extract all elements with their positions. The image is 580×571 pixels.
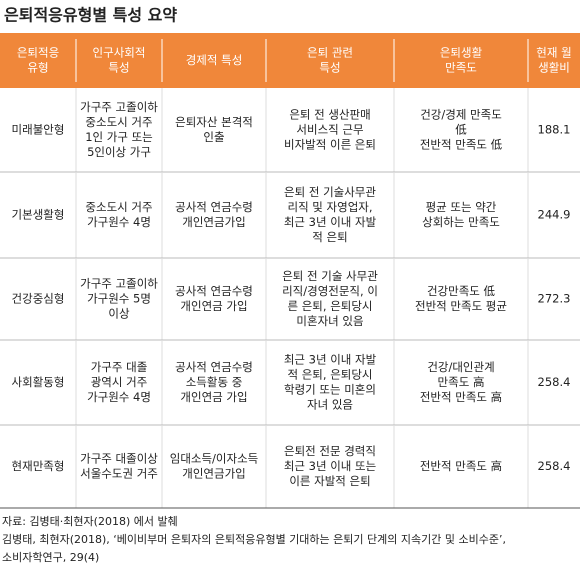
cell-text: 적 은퇴, 은퇴당시 — [287, 368, 372, 382]
cell-text: 건강/경제 만족도 — [420, 108, 502, 122]
cell-text: 개인연금 가입 — [180, 299, 247, 313]
cell-text: 258.4 — [538, 375, 571, 389]
cell-text: 임대소득/이자소득 — [170, 452, 259, 466]
cell-text: 공사적 연금수령 — [175, 360, 253, 374]
cell-text: 개인연금 가입 — [180, 390, 247, 404]
cell-text: 188.1 — [538, 123, 571, 137]
column-header: 은퇴 관련 — [307, 46, 353, 60]
cell-text: 가구주 고졸이하 — [80, 277, 158, 291]
cell-text: 적 은퇴 — [312, 230, 347, 244]
cell-text: 만족도 高 — [438, 375, 485, 389]
column-header: 은퇴적응 — [17, 46, 59, 60]
cell-text: 244.9 — [538, 208, 571, 222]
cell-text: 은퇴자산 본격적 — [175, 115, 253, 129]
cell-text: 현재만족형 — [12, 459, 65, 473]
cell-text: 가구원수 5명 — [87, 292, 151, 306]
cell-text: 개인연금가입 — [182, 215, 245, 229]
cell-text: 자녀 있음 — [307, 398, 353, 412]
column-header: 특성 — [319, 61, 340, 75]
cell-text: 은퇴 전 기술 사무관 — [282, 269, 378, 283]
column-header: 만족도 — [445, 61, 477, 75]
cell-text: 인출 — [203, 130, 224, 144]
cell-text: 최근 3년 이내 자발 — [284, 353, 377, 367]
cell-text: 건강만족도 低 — [427, 284, 496, 298]
cell-text: 가구주 고졸이하 — [80, 100, 158, 114]
header-bg — [0, 33, 580, 88]
cell-text: 비자발적 이른 은퇴 — [284, 138, 376, 152]
cell-text: 기본생활형 — [12, 208, 65, 222]
cell-text: 개인연금가입 — [182, 467, 245, 481]
cell-text: 건강중심형 — [12, 292, 65, 306]
column-header: 은퇴생활 — [440, 46, 483, 60]
cell-text: 272.3 — [538, 292, 571, 306]
cell-text: 전반적 만족도 高 — [420, 390, 502, 404]
cell-text: 은퇴 전 기술사무관 — [284, 185, 376, 199]
column-header: 현재 월 — [536, 46, 571, 60]
cell-text: 이상 — [108, 307, 130, 321]
cell-text: 은퇴 전 생산판매 — [289, 108, 370, 122]
footnote: 김병태, 최현자(2018), ‘베이비부머 은퇴자의 은퇴적응유형별 기대하는… — [2, 532, 506, 546]
cell-text: 전반적 만족도 低 — [420, 138, 503, 152]
cell-text: 평균 또는 약간 — [426, 200, 497, 214]
cell-text: 가구주 대졸 — [91, 360, 148, 374]
cell-text: 상회하는 만족도 — [422, 215, 500, 229]
cell-text: 258.4 — [538, 459, 571, 473]
cell-text: 가구주 대졸이상 — [80, 452, 158, 466]
cell-text: 서울수도권 거주 — [80, 467, 158, 481]
cell-text: 중소도시 거주 — [85, 115, 152, 129]
column-header: 특성 — [108, 61, 129, 75]
cell-text: 공사적 연금수령 — [175, 200, 253, 214]
cell-text: 가구원수 4명 — [87, 215, 151, 229]
column-header: 인구사회적 — [93, 46, 146, 60]
cell-text: 사회활동형 — [12, 375, 65, 389]
cell-text: 공사적 연금수령 — [175, 284, 253, 298]
cell-text: 은퇴전 전문 경력직 — [284, 444, 376, 458]
cell-text: 전반적 만족도 高 — [420, 459, 502, 473]
cell-text: 리직/경영전문직, 이 — [282, 284, 378, 298]
cell-text: 가구원수 4명 — [87, 390, 151, 404]
cell-text: 광역시 거주 — [91, 375, 148, 389]
cell-text: 이른 자발적 은퇴 — [289, 474, 370, 488]
column-header: 생활비 — [538, 61, 570, 75]
cell-text: 최근 3년 이내 또는 — [284, 459, 376, 473]
cell-text: 1인 가구 또는 — [85, 130, 153, 144]
footnote: 소비자학연구, 29(4) — [2, 551, 99, 564]
cell-text: 전반적 만족도 평균 — [415, 299, 507, 313]
cell-text: 중소도시 거주 — [85, 200, 152, 214]
footnote: 자료: 김병태·최현자(2018) 에서 발췌 — [2, 515, 178, 528]
column-header: 경제적 특성 — [186, 53, 243, 67]
column-header: 유형 — [27, 61, 48, 75]
cell-text: 리직 및 자영업자, — [287, 200, 372, 214]
cell-text: 른 은퇴, 은퇴당시 — [287, 299, 372, 313]
cell-text: 5인이상 가구 — [87, 145, 151, 159]
title: 은퇴적응유형별 특성 요약 — [4, 6, 177, 25]
cell-text: 低 — [455, 123, 467, 137]
cell-text: 최근 3년 이내 자발 — [284, 215, 377, 229]
cell-text: 서비스직 근무 — [296, 123, 363, 137]
cell-text: 미래불안형 — [12, 123, 65, 137]
cell-text: 학령기 또는 미혼의 — [284, 383, 376, 397]
cell-text: 소득활동 중 — [186, 375, 243, 389]
cell-text: 미혼자녀 있음 — [296, 314, 363, 328]
cell-text: 건강/대인관계 — [427, 360, 494, 374]
